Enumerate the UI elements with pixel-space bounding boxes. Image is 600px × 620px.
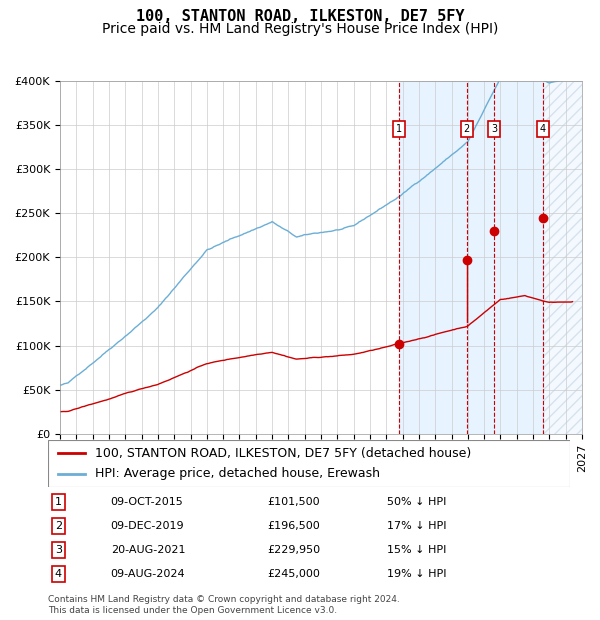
Text: 1: 1 xyxy=(55,497,62,507)
Text: 1: 1 xyxy=(396,124,402,134)
Text: 100, STANTON ROAD, ILKESTON, DE7 5FY: 100, STANTON ROAD, ILKESTON, DE7 5FY xyxy=(136,9,464,24)
Text: 09-DEC-2019: 09-DEC-2019 xyxy=(110,521,184,531)
Text: 2: 2 xyxy=(55,521,62,531)
Text: HPI: Average price, detached house, Erewash: HPI: Average price, detached house, Erew… xyxy=(95,467,380,480)
Text: 3: 3 xyxy=(55,545,62,555)
Text: £245,000: £245,000 xyxy=(267,569,320,579)
Text: 09-AUG-2024: 09-AUG-2024 xyxy=(110,569,185,579)
Text: 15% ↓ HPI: 15% ↓ HPI xyxy=(388,545,446,555)
Text: 20-AUG-2021: 20-AUG-2021 xyxy=(110,545,185,555)
Text: £101,500: £101,500 xyxy=(267,497,320,507)
Text: 100, STANTON ROAD, ILKESTON, DE7 5FY (detached house): 100, STANTON ROAD, ILKESTON, DE7 5FY (de… xyxy=(95,447,471,459)
FancyBboxPatch shape xyxy=(48,440,570,487)
Text: 50% ↓ HPI: 50% ↓ HPI xyxy=(388,497,446,507)
Text: Price paid vs. HM Land Registry's House Price Index (HPI): Price paid vs. HM Land Registry's House … xyxy=(102,22,498,36)
Bar xyxy=(543,81,582,434)
Bar xyxy=(543,81,582,434)
Text: £229,950: £229,950 xyxy=(267,545,320,555)
Text: Contains HM Land Registry data © Crown copyright and database right 2024.
This d: Contains HM Land Registry data © Crown c… xyxy=(48,595,400,614)
Text: £196,500: £196,500 xyxy=(267,521,320,531)
Text: 3: 3 xyxy=(491,124,497,134)
Text: 09-OCT-2015: 09-OCT-2015 xyxy=(110,497,184,507)
Text: 17% ↓ HPI: 17% ↓ HPI xyxy=(388,521,447,531)
Bar xyxy=(399,81,543,434)
Text: 2: 2 xyxy=(464,124,470,134)
Text: 4: 4 xyxy=(55,569,62,579)
Text: 19% ↓ HPI: 19% ↓ HPI xyxy=(388,569,447,579)
Text: 4: 4 xyxy=(540,124,546,134)
